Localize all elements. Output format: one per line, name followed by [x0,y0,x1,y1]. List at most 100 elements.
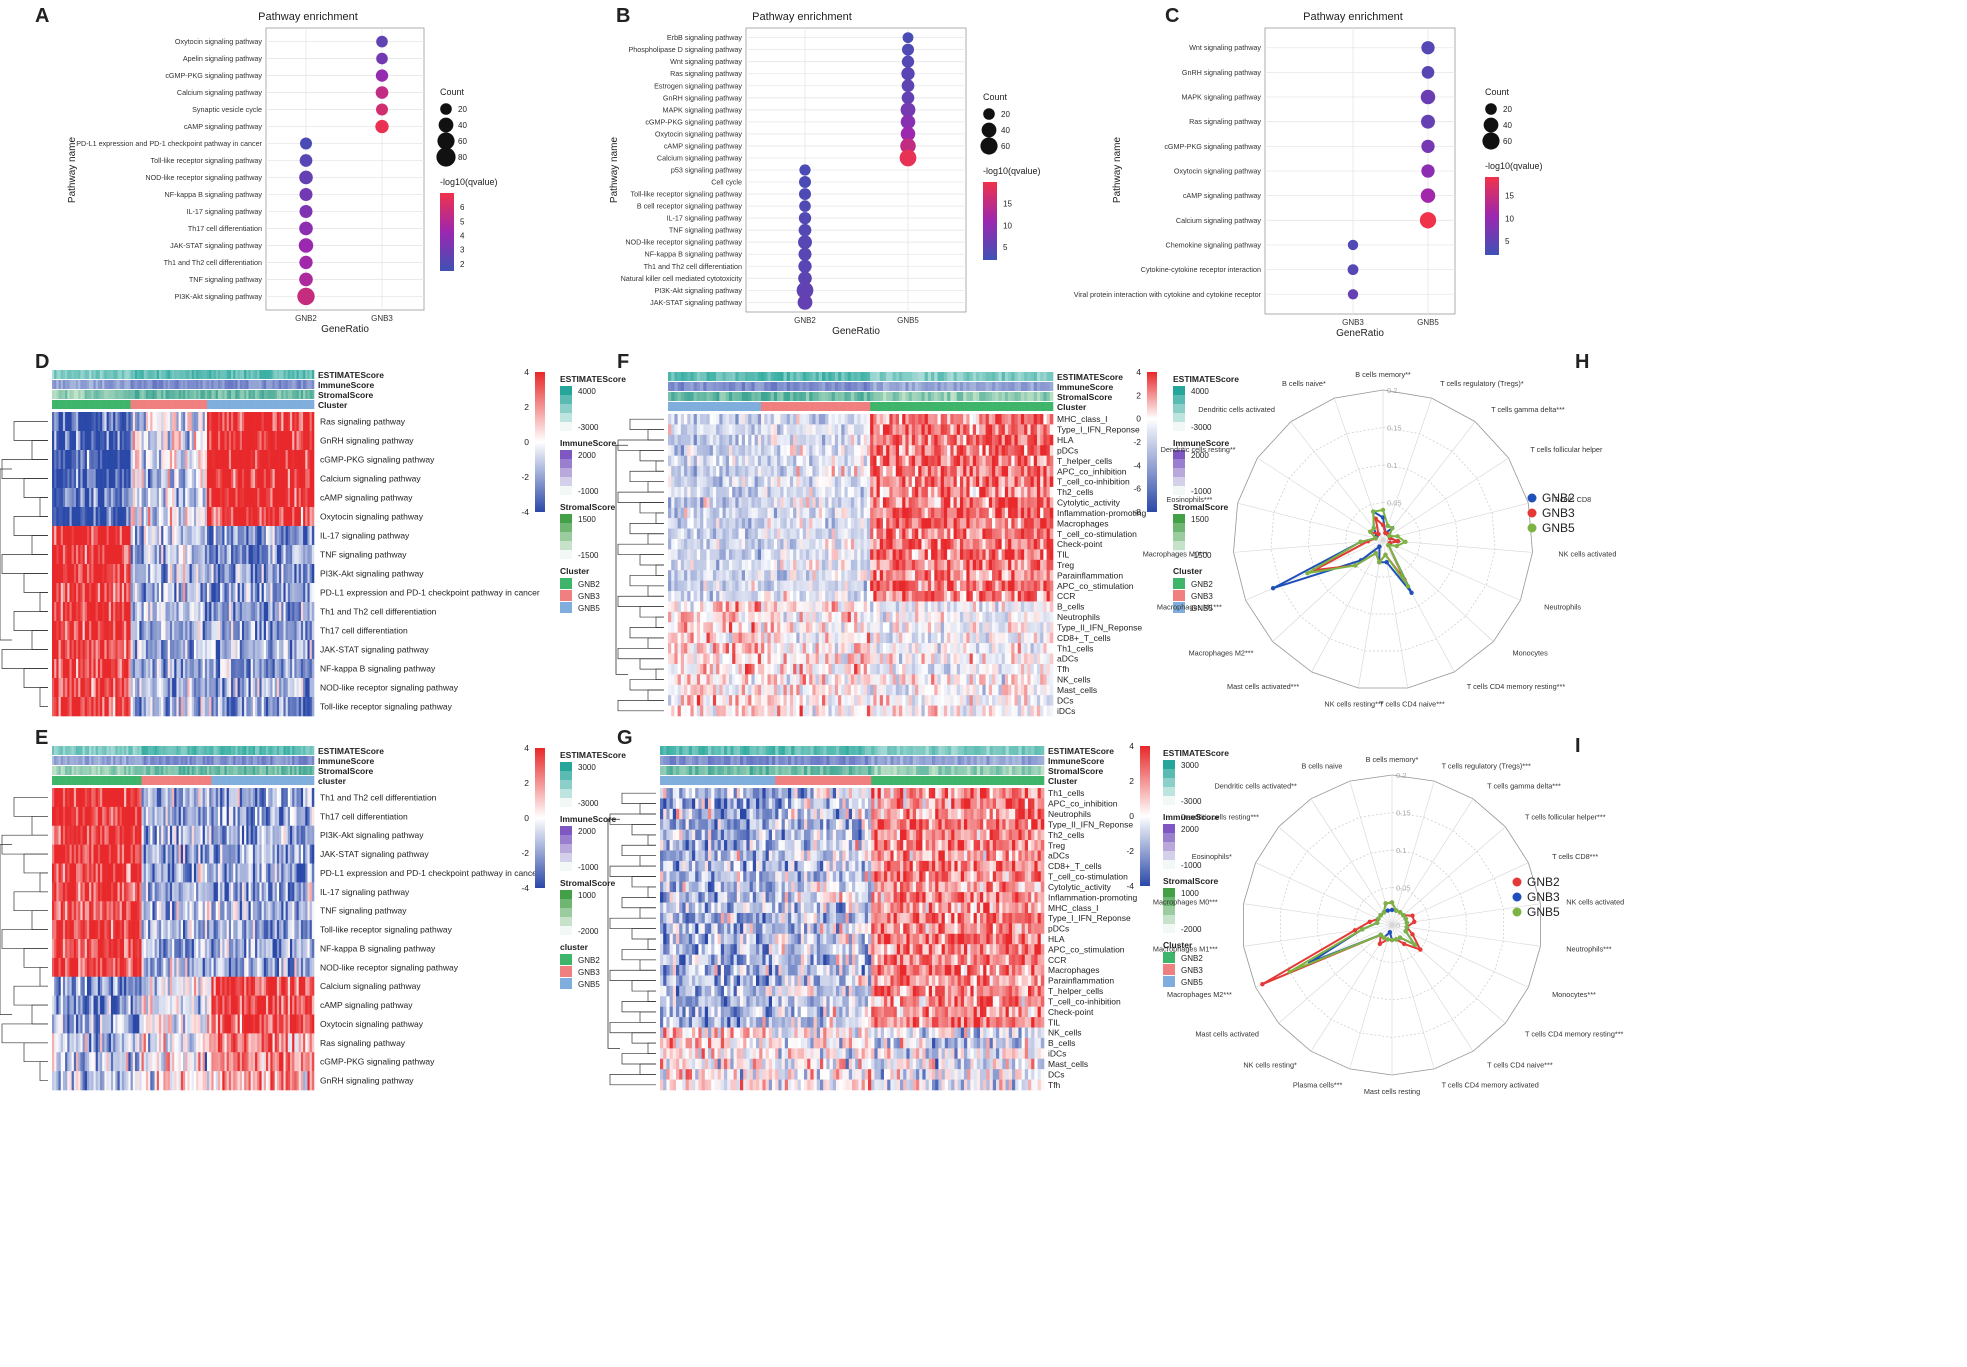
heat-cell [255,920,257,939]
heat-cell [203,640,205,659]
heat-cell [63,901,65,920]
heat-cell [288,788,290,807]
heat-cell [220,602,222,621]
heat-cell [299,826,301,845]
y-tick-label: cAMP signaling pathway [664,141,743,150]
heat-cell [246,450,248,469]
heat-cell [294,678,296,697]
row-label: cAMP signaling pathway [320,493,413,503]
heat-cell [207,526,209,545]
heat-cell [242,583,244,602]
heat-cell [174,882,176,901]
heat-cell [211,659,213,678]
heat-cell [310,826,312,845]
heat-cell [273,1033,275,1052]
heat-cell [290,958,292,977]
heat-cell [168,920,170,939]
annotation-cell [159,756,161,765]
heat-cell [163,977,165,996]
row-label: cGMP-PKG signaling pathway [320,455,435,465]
heat-cell [229,450,231,469]
heat-cell [301,545,303,564]
annotation-cell [185,370,187,379]
y-tick-label: PI3K-Akt signaling pathway [175,292,263,301]
heat-cell [59,882,61,901]
heat-cell [249,659,251,678]
heat-cell [163,920,165,939]
annotation-cell [183,776,185,785]
annotation-cell [144,756,146,765]
annotation-cell [192,380,194,389]
heat-cell [253,864,255,883]
heat-cell [118,939,120,958]
heat-cell [181,1033,183,1052]
annotation-cell [168,400,170,409]
annotation-cell [185,756,187,765]
heat-cell [54,431,56,450]
heat-cell [218,864,220,883]
heat-cell [102,602,104,621]
heat-scale-tick: 4 [524,367,529,377]
heat-cell [166,545,168,564]
heat-cell [69,488,71,507]
heat-cell [128,697,130,716]
heat-cell [91,640,93,659]
heat-cell [303,977,305,996]
heat-cell [233,659,235,678]
heat-cell [142,602,144,621]
heat-cell [203,977,205,996]
heat-cell [242,1015,244,1034]
heat-cell [54,488,56,507]
annotation-cell [61,746,63,755]
annotation-cell [244,400,246,409]
heat-cell [65,488,67,507]
annotation-cell [253,370,255,379]
heat-cell [176,996,178,1015]
annotation-cell [198,776,200,785]
annotation-cell [52,380,54,389]
heat-cell [290,996,292,1015]
heat-cell [181,977,183,996]
heat-cell [198,621,200,640]
heat-cell [85,431,87,450]
heat-cell [133,996,135,1015]
heat-cell [176,939,178,958]
heat-cell [93,412,95,431]
heat-cell [170,583,172,602]
heat-cell [281,845,283,864]
heat-cell [65,958,67,977]
annotation-cell [155,380,157,389]
heat-cell [264,697,266,716]
heat-cell [67,845,69,864]
heat-cell [229,526,231,545]
heat-cell [179,412,181,431]
heat-cell [146,864,148,883]
heat-cell [159,996,161,1015]
heat-cell [273,526,275,545]
heat-cell [89,678,91,697]
heat-cell [56,1052,58,1071]
heat-cell [120,1052,122,1071]
heat-cell [118,697,120,716]
heat-cell [56,697,58,716]
heat-cell [163,845,165,864]
heat-cell [163,583,165,602]
heat-cell [52,977,54,996]
heat-cell [233,697,235,716]
annotation-cell [133,766,135,775]
heat-cell [100,678,102,697]
heat-cell [235,469,237,488]
legend-count-label: 60 [1001,142,1010,151]
heat-cell [299,431,301,450]
heat-cell [179,545,181,564]
heat-cell [218,507,220,526]
annotation-label: Cluster [318,400,348,410]
heat-cell [288,488,290,507]
heat-cell [216,1052,218,1071]
heat-cell [218,807,220,826]
annotation-cell [255,776,257,785]
heat-cell [67,1052,69,1071]
heat-cell [264,469,266,488]
annotation-cell [124,776,126,785]
heat-cell [264,1015,266,1034]
